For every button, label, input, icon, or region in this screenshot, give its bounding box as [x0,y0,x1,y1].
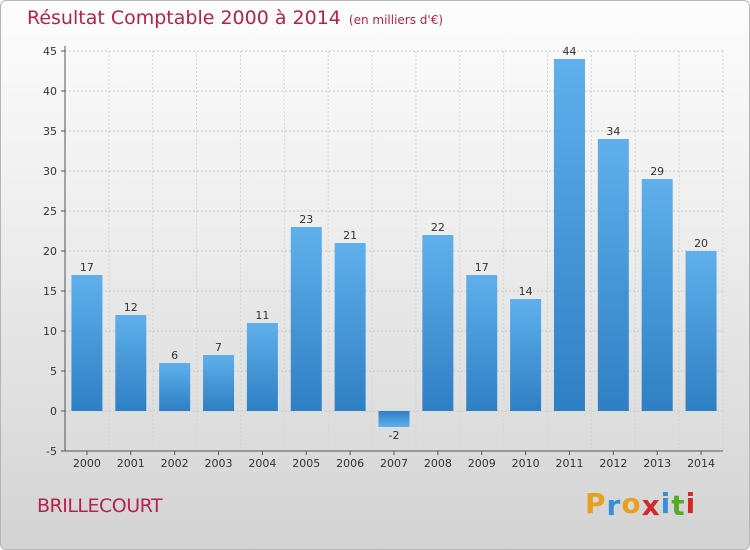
chart-subtitle: (en milliers d'€) [348,13,444,27]
y-tick-label: 45 [43,45,57,58]
data-label: 20 [694,237,708,250]
bar-2011 [553,59,585,411]
bar-2007 [378,411,410,427]
x-tick-label: 2007 [380,457,408,470]
x-tick-label: 2000 [73,457,101,470]
data-label: 7 [215,341,222,354]
logo-letter: i [660,487,672,520]
x-tick-label: 2004 [248,457,276,470]
y-tick-label: 35 [43,125,57,138]
data-label: 44 [562,45,576,58]
data-label: 21 [343,229,357,242]
bar-2003 [203,355,235,411]
logo-letter: t [671,489,686,522]
logo-letter: P [585,487,607,520]
logo-letter: r [606,489,622,522]
proxiti-logo[interactable]: Proxiti [585,487,697,522]
data-label: 17 [475,261,489,274]
x-tick-label: 2006 [336,457,364,470]
x-tick-label: 2013 [643,457,671,470]
logo-letter: i [685,487,697,520]
x-tick-label: 2003 [205,457,233,470]
y-tick-label: 10 [43,325,57,338]
chart-title: Résultat Comptable 2000 à 2014 (en millie… [27,7,443,29]
y-tick-label: 25 [43,205,57,218]
x-tick-label: 2005 [292,457,320,470]
town-name: BRILLECOURT [37,495,163,517]
x-tick-label: 2008 [424,457,452,470]
data-label: 6 [171,349,178,362]
bar-2009 [466,275,498,411]
bar-2000 [71,275,103,411]
x-tick-label: 2009 [468,457,496,470]
data-label: 34 [606,125,620,138]
bar-2010 [510,299,542,411]
y-tick-label: 30 [43,165,57,178]
y-tick-label: 40 [43,85,57,98]
bar-2005 [290,227,322,411]
chart-title-text: Résultat Comptable 2000 à 2014 [27,7,341,29]
x-tick-label: 2011 [555,457,583,470]
data-label: 12 [124,301,138,314]
data-label: 22 [431,221,445,234]
data-label: -2 [389,429,400,442]
bar-2014 [685,251,717,411]
logo-letter: x [641,489,661,522]
data-label: 23 [299,213,313,226]
bar-2008 [422,235,454,411]
bar-2002 [159,363,191,411]
x-tick-label: 2014 [687,457,715,470]
bar-2012 [597,139,629,411]
y-tick-label: 20 [43,245,57,258]
y-tick-label: -5 [46,445,57,458]
x-tick-label: 2001 [117,457,145,470]
data-label: 29 [650,165,664,178]
axes: -5 0 5 10 15 20 25 30 35 40 45 2000 2001 2002 2003 2004… [43,45,723,470]
bars [71,59,717,427]
bar-2001 [115,315,147,411]
data-label: 17 [80,261,94,274]
bar-2013 [641,179,673,411]
bar-2004 [246,323,278,411]
y-tick-label: 15 [43,285,57,298]
y-tick-label: 0 [50,405,57,418]
data-label: 11 [255,309,269,322]
data-labels: 17 12 6 7 11 23 21 -2 22 17 14 44 34 29 20 [80,45,708,442]
x-tick-label: 2002 [161,457,189,470]
x-tick-label: 2010 [512,457,540,470]
y-tick-label: 5 [50,365,57,378]
data-label: 14 [519,285,533,298]
logo-letter: o [621,487,642,520]
x-tick-label: 2012 [599,457,627,470]
bar-2006 [334,243,366,411]
